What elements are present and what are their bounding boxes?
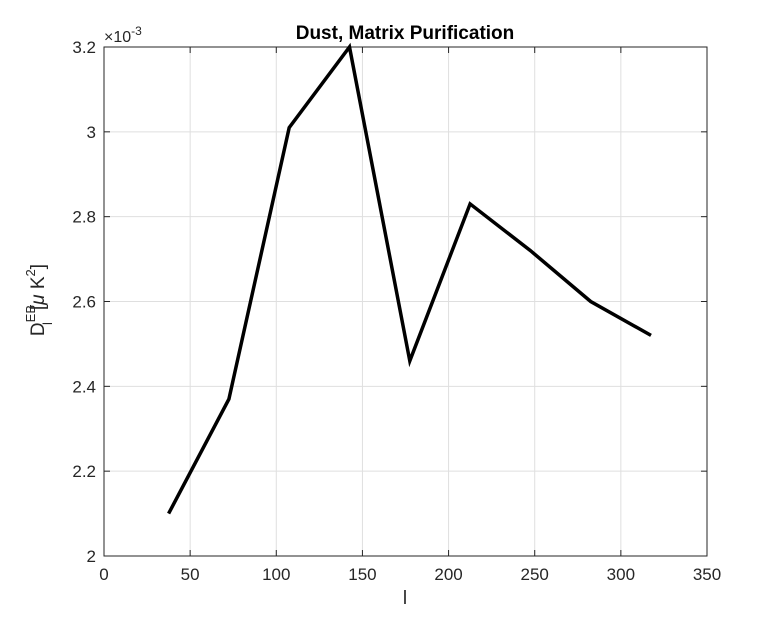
y-label-unit-sup: 2 <box>23 269 38 276</box>
y-tick-label: 3 <box>87 123 96 142</box>
grid <box>103 46 708 557</box>
y-label-sub: l <box>40 322 55 325</box>
ticks: 0 50 100 150 200 250 300 350 2 2.2 2.4 2.6 2.8 3 3.2 <box>72 38 721 584</box>
y-label-sup: EB <box>23 305 38 322</box>
y-exponent-label: ×10-3 <box>104 24 142 46</box>
x-tick-label: 50 <box>181 565 200 584</box>
x-axis-label: l <box>403 588 407 609</box>
y-label-unit-k: K <box>28 276 49 294</box>
y-tick-label: 2.2 <box>72 462 96 481</box>
x-tick-label: 200 <box>434 565 462 584</box>
y-tick-label: 2 <box>87 547 96 566</box>
x-tick-label: 250 <box>521 565 549 584</box>
x-tick-label: 100 <box>262 565 290 584</box>
x-tick-label: 350 <box>693 565 721 584</box>
series-line <box>167 42 652 515</box>
y-axis-label: DEBl [μ K2] <box>23 264 55 336</box>
y-exponent-power: -3 <box>131 24 142 38</box>
y-label-unit-mu: μ <box>28 294 49 306</box>
chart-title: Dust, Matrix Purification <box>296 23 515 44</box>
y-label-unit-close: ] <box>28 264 49 269</box>
x-tick-label: 0 <box>99 565 108 584</box>
x-tick-label: 150 <box>348 565 376 584</box>
x-tick-label: 300 <box>607 565 635 584</box>
y-tick-label: 2.4 <box>72 377 96 396</box>
y-label-unit-open: [ <box>28 304 49 310</box>
series-layer <box>167 42 652 515</box>
y-tick-label: 2.8 <box>72 208 96 227</box>
y-tick-label: 3.2 <box>72 38 96 57</box>
y-exponent-prefix: ×10 <box>104 29 131 46</box>
svg-text:DEBl[μ K2]: DEBl [μ K2] <box>23 264 55 336</box>
y-tick-label: 2.6 <box>72 293 96 312</box>
y-label-base: D <box>28 322 49 336</box>
